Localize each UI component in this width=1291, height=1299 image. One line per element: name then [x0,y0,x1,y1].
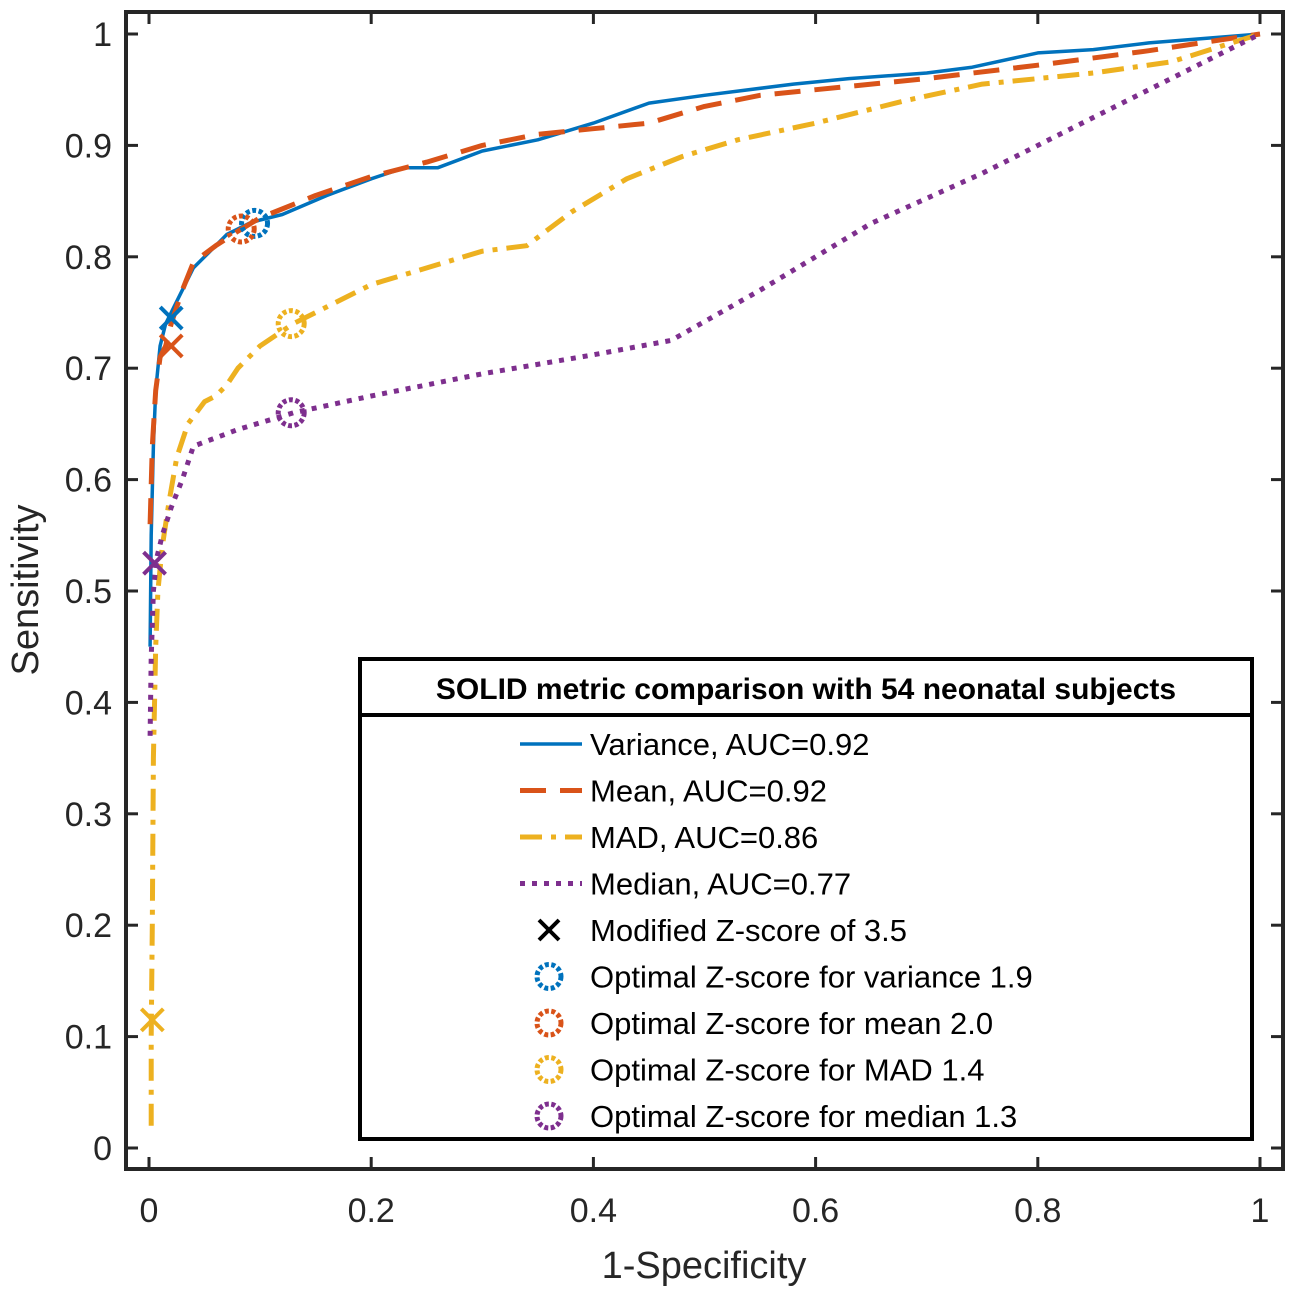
legend-label-cross: Modified Z-score of 3.5 [590,913,907,948]
y-tick-label: 0.5 [65,573,112,611]
legend-box [358,657,1254,1141]
ticks-layer: 0 0.2 0.4 0.6 0.8 1 0 0.1 0.2 0.3 0.4 0.5 0.6 0.7 0.8 0… [65,12,1283,1230]
legend-label-1: Mean, AUC=0.92 [590,774,827,809]
x-axis-label: 1-Specificity [602,1245,807,1287]
y-tick-label: 0 [93,1130,112,1168]
optimal-circle-marker-1 [225,213,257,245]
legend-label-2: MAD, AUC=0.86 [590,820,818,855]
legend-label-3: Median, AUC=0.77 [590,867,851,902]
series-line-mad [148,31,1261,1126]
y-tick-label: 0.4 [65,684,112,722]
cross-stroke-b [139,1007,165,1033]
series-line-variance [148,32,1261,647]
legend-label-circle-1: Optimal Z-score for mean 2.0 [590,1006,993,1041]
series-line-median [147,31,1262,736]
legend-cross-icon [537,918,561,942]
series-line-mean [147,31,1261,525]
cross-marker-mad [139,1007,165,1033]
x-tick-label: 0 [140,1192,159,1230]
x-tick-label: 1 [1251,1192,1270,1230]
optimal-circle-marker-3 [275,397,307,429]
y-tick-label: 0.6 [65,462,112,500]
y-tick-label: 0.3 [65,796,112,834]
y-axis-label: Sensitivity [5,504,47,675]
legend-entries: Variance, AUC=0.92 Mean, AUC=0.92 MAD, AUC… [520,727,1033,1134]
cross-marker-mean [158,333,184,359]
legend-label-circle-2: Optimal Z-score for MAD 1.4 [590,1053,984,1088]
optimal-circle-marker-2 [275,308,307,340]
x-tick-label: 0.2 [348,1192,395,1230]
legend-circle-icon-2 [534,1055,564,1084]
cross-marker-variance [158,305,184,331]
cross-marker-median [142,550,167,576]
y-tick-label: 0.2 [65,907,112,945]
legend-circle-icon-0 [534,962,564,991]
legend-label-0: Variance, AUC=0.92 [590,727,869,762]
legend-label-circle-0: Optimal Z-score for variance 1.9 [590,960,1033,995]
markers-layer [139,207,307,1033]
legend-label-circle-3: Optimal Z-score for median 1.3 [590,1099,1017,1134]
y-tick-label: 0.8 [65,239,112,277]
x-tick-label: 0.4 [570,1192,617,1230]
legend-circle-icon-3 [534,1101,564,1131]
cross-stroke-b [158,305,184,331]
y-tick-label: 0.7 [65,350,112,388]
cross-stroke-b [142,550,167,576]
y-tick-label: 0.9 [65,127,112,165]
legend: SOLID metric comparison with 54 neonatal… [358,657,1254,1141]
y-tick-label: 1 [93,16,112,54]
x-tick-label: 0.8 [1014,1192,1061,1230]
x-tick-label: 0.6 [792,1192,839,1230]
cross-stroke-b [158,333,184,359]
legend-title: SOLID metric comparison with 54 neonatal… [436,673,1176,706]
cross-stroke-b [537,918,561,942]
y-tick-label: 0.1 [65,1019,112,1057]
legend-circle-icon-1 [534,1008,564,1038]
